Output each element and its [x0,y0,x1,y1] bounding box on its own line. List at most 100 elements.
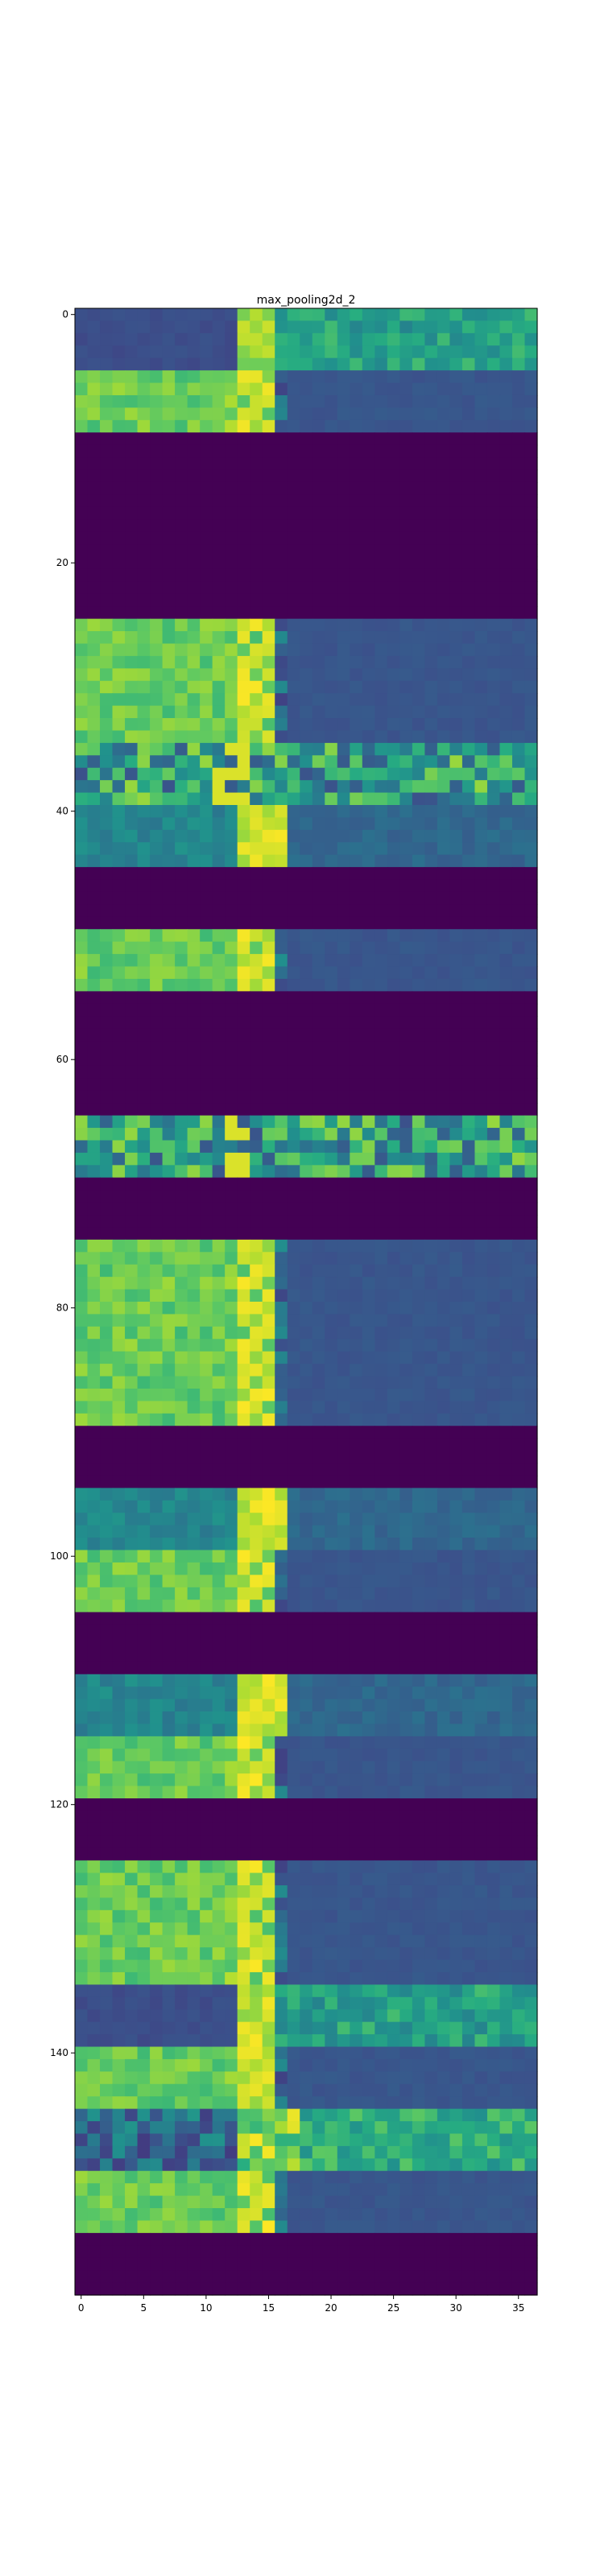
heatmap-cell [112,1550,126,1563]
heatmap-cell [275,1028,288,1042]
heatmap-cell [474,1785,488,1799]
heatmap-cell [362,1897,375,1911]
heatmap-cell [486,457,501,471]
heatmap-cell [474,407,488,421]
heatmap-cell [350,1934,363,1948]
heatmap-cell [325,457,338,471]
heatmap-cell [350,1376,363,1389]
heatmap-cell [412,916,425,930]
heatmap-cell [237,1525,250,1538]
heatmap-cell [337,1711,350,1725]
heatmap-cell [187,320,201,334]
heatmap-cell [225,1835,238,1849]
heatmap-cell [312,1686,325,1700]
heatmap-cell [424,829,438,843]
heatmap-cell [100,519,114,533]
heatmap-cell [125,407,139,421]
heatmap-cell [461,506,476,520]
heatmap-cell [449,891,463,905]
heatmap-cell [424,1947,438,1961]
heatmap-cell [362,1426,375,1439]
heatmap-cell [137,1165,151,1179]
heatmap-cell [511,1215,526,1228]
heatmap-cell [262,1475,275,1488]
heatmap-cell [125,1872,139,1886]
heatmap-cell [225,1785,238,1799]
heatmap-cell [175,1823,188,1836]
heatmap-cell [112,1860,126,1874]
heatmap-cell [524,1302,538,1315]
heatmap-cell [424,954,438,968]
heatmap-cell [325,1947,338,1961]
heatmap-cell [225,1847,238,1861]
heatmap-cell [275,1959,288,1973]
heatmap-cell [187,1128,201,1141]
heatmap-cell [387,568,400,582]
heatmap-cell [399,1897,413,1911]
heatmap-cell [175,1761,188,1774]
heatmap-cell [362,1872,375,1886]
heatmap-cell [275,1463,288,1476]
heatmap-cell [350,1165,363,1179]
heatmap-cell [375,1885,388,1899]
heatmap-cell [461,370,476,384]
heatmap-cell [350,1971,363,1985]
heatmap-cell [312,370,325,384]
heatmap-cell [237,1971,250,1985]
heatmap-cell [449,1686,463,1700]
heatmap-cell [237,1736,250,1749]
heatmap-cell [287,879,300,893]
heatmap-cell [300,1128,313,1141]
heatmap-cell [412,1252,425,1265]
heatmap-cell [200,1538,213,1551]
heatmap-cell [187,705,201,719]
heatmap-cell [237,606,250,620]
heatmap-cell [474,1885,488,1899]
heatmap-cell [511,1053,526,1067]
heatmap-cell [237,1239,250,1253]
heatmap-cell [212,1686,226,1700]
heatmap-cell [212,1872,226,1886]
heatmap-cell [474,1637,488,1650]
heatmap-cell [187,1773,201,1787]
heatmap-cell [300,1302,313,1315]
heatmap-cell [474,481,488,495]
heatmap-cell [399,1562,413,1575]
heatmap-cell [325,345,338,359]
heatmap-cell [175,1909,188,1923]
heatmap-cell [399,1438,413,1451]
heatmap-cell [225,1488,238,1501]
heatmap-cell [524,432,538,446]
heatmap-cell [262,593,275,607]
heatmap-cell [250,755,263,769]
heatmap-cell [461,829,476,843]
heatmap-cell [300,1686,313,1700]
heatmap-cell [162,494,176,508]
heatmap-cell [212,1028,226,1042]
heatmap-cell [499,1152,513,1166]
heatmap-cell [412,954,425,968]
heatmap-cell [125,817,139,831]
heatmap-cell [187,780,201,794]
heatmap-cell [137,581,151,595]
heatmap-cell [250,829,263,843]
heatmap-cell [499,1637,513,1650]
heatmap-cell [200,929,213,943]
heatmap-cell [449,966,463,980]
heatmap-cell [175,1202,188,1216]
heatmap-cell [87,631,101,645]
heatmap-cell [250,544,263,558]
heatmap-cell [287,345,300,359]
heatmap-cell [225,1277,238,1290]
heatmap-cell [300,1761,313,1774]
heatmap-cell [262,693,275,707]
heatmap-cell [325,1128,338,1141]
heatmap-cell [337,1562,350,1575]
heatmap-cell [387,1587,400,1600]
heatmap-cell [387,1351,400,1364]
heatmap-cell [150,1451,163,1464]
heatmap-cell [162,1711,176,1725]
heatmap-cell [125,469,139,483]
heatmap-cell [511,1252,526,1265]
heatmap-cell [375,1922,388,1936]
